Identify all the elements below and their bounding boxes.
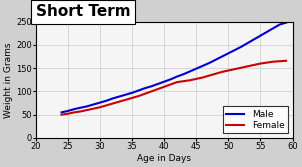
- Female: [66, 113, 70, 115]
- Male: [239, 46, 243, 48]
- Female: [60, 114, 63, 116]
- Female: [188, 79, 192, 81]
- Female: [85, 109, 89, 111]
- Female: [252, 64, 256, 66]
- Female: [246, 65, 249, 67]
- Female: [207, 75, 211, 77]
- Male: [149, 85, 153, 87]
- Male: [85, 105, 89, 107]
- Female: [201, 76, 204, 78]
- Female: [104, 104, 108, 106]
- Female: [214, 73, 217, 75]
- Female: [239, 67, 243, 69]
- Female: [149, 90, 153, 92]
- Male: [130, 92, 134, 94]
- Line: Female: Female: [62, 61, 286, 115]
- Female: [162, 86, 166, 88]
- Female: [92, 108, 95, 110]
- Female: [220, 71, 224, 73]
- Female: [182, 80, 185, 82]
- Female: [72, 111, 76, 113]
- Male: [246, 42, 249, 44]
- Female: [226, 69, 230, 71]
- Legend: Male, Female: Male, Female: [223, 106, 288, 133]
- Male: [194, 68, 198, 70]
- Female: [124, 99, 127, 101]
- X-axis label: Age in Days: Age in Days: [137, 154, 191, 163]
- Female: [278, 60, 281, 62]
- Male: [188, 70, 192, 72]
- Male: [284, 22, 288, 24]
- Male: [220, 56, 224, 58]
- Male: [226, 52, 230, 54]
- Male: [265, 31, 269, 33]
- Female: [143, 93, 147, 95]
- Male: [252, 38, 256, 40]
- Male: [169, 78, 172, 80]
- Male: [175, 75, 179, 77]
- Male: [104, 100, 108, 102]
- Male: [92, 103, 95, 105]
- Male: [111, 97, 115, 99]
- Female: [156, 88, 159, 90]
- Female: [271, 61, 275, 63]
- Male: [278, 24, 281, 26]
- Male: [259, 35, 262, 37]
- Male: [66, 110, 70, 112]
- Female: [265, 62, 269, 64]
- Female: [194, 78, 198, 80]
- Female: [169, 84, 172, 86]
- Male: [162, 81, 166, 83]
- Male: [182, 73, 185, 75]
- Male: [79, 107, 82, 109]
- Male: [117, 96, 121, 98]
- Female: [284, 60, 288, 62]
- Female: [130, 97, 134, 99]
- Male: [60, 111, 63, 113]
- Male: [72, 108, 76, 110]
- Female: [98, 106, 102, 108]
- Male: [201, 65, 204, 67]
- Male: [124, 94, 127, 96]
- Female: [111, 103, 115, 105]
- Male: [156, 83, 159, 85]
- Male: [207, 62, 211, 64]
- Male: [233, 49, 236, 51]
- Female: [233, 68, 236, 70]
- Female: [137, 95, 140, 97]
- Male: [137, 90, 140, 92]
- Female: [259, 62, 262, 64]
- Y-axis label: Weight in Grams: Weight in Grams: [4, 42, 13, 118]
- Female: [117, 101, 121, 103]
- Male: [271, 27, 275, 29]
- Text: Short Term: Short Term: [36, 4, 130, 19]
- Male: [98, 102, 102, 104]
- Female: [175, 81, 179, 83]
- Male: [214, 59, 217, 61]
- Male: [143, 87, 147, 89]
- Female: [79, 110, 82, 112]
- Line: Male: Male: [62, 23, 286, 112]
